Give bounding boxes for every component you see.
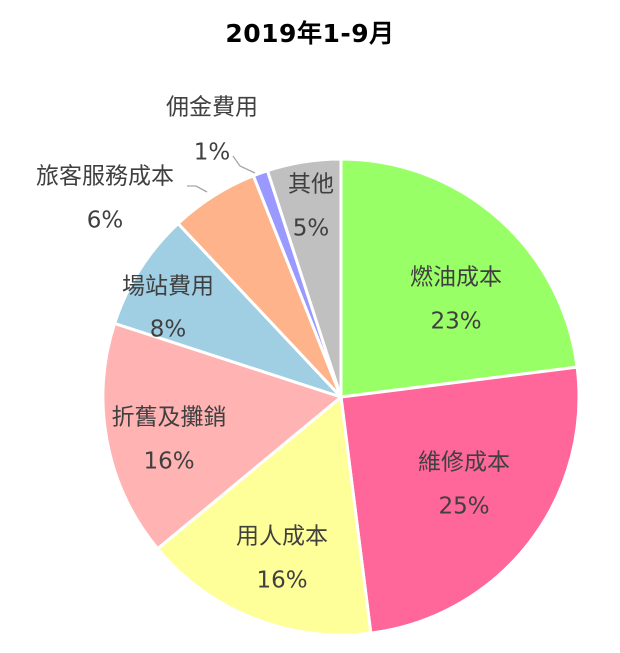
leader-line-7 [232,155,256,174]
slice-percent-label: 16% [256,568,307,594]
slice-category-label: 用人成本 [236,524,328,550]
pie-slice-5 [113,222,343,399]
pie-slice-3 [156,395,373,637]
slice-category-label: 佣金費用 [166,95,258,121]
leader-lines-layer [187,155,256,193]
slice-percent-label: 23% [430,309,481,335]
slice-category-label: 燃油成本 [410,265,502,291]
slices-layer [101,157,581,637]
slice-category-label: 其他 [288,172,334,198]
chart-title: 2019年1-9月 [225,19,395,48]
slice-percent-label: 8% [150,317,187,343]
pie-slice-2 [339,365,581,635]
slice-percent-label: 1% [194,140,231,166]
pie-slice-1 [339,157,579,399]
slice-category-label: 場站費用 [122,274,214,300]
slice-percent-label: 5% [293,216,330,242]
slice-category-label: 旅客服務成本 [36,164,174,190]
pie-slice-4 [101,321,343,551]
pie-slice-8 [265,157,343,399]
leader-line-6 [187,185,208,193]
slice-percent-label: 6% [87,208,124,234]
slice-category-label: 維修成本 [418,450,510,476]
slice-percent-label: 25% [438,494,489,520]
slice-percent-label: 16% [143,449,194,475]
slice-category-label: 折舊及攤銷 [112,405,227,431]
labels-layer: 燃油成本 23% 維修成本 25% 用人成本 16% 折舊及攤銷 16% 場站費用 8% 旅客服務成… [36,95,510,594]
